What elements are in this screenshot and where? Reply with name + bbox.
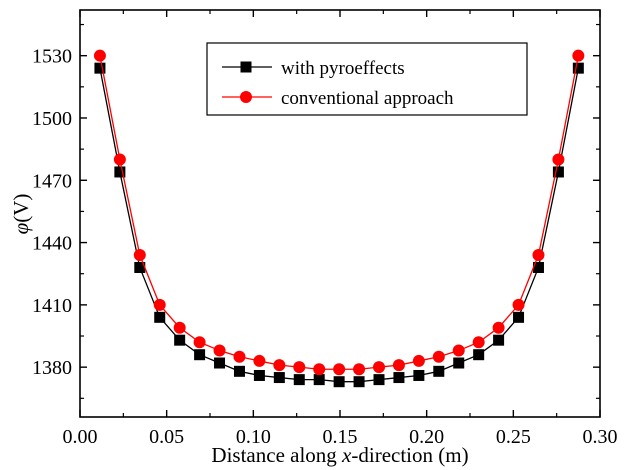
data-point-circle bbox=[233, 350, 246, 363]
y-tick-label: 1530 bbox=[32, 46, 72, 68]
x-tick-label: 0.05 bbox=[149, 426, 184, 448]
data-point-circle bbox=[532, 249, 545, 262]
legend-label-pyroeffects: with pyroeffects bbox=[281, 58, 405, 79]
data-point-square bbox=[154, 311, 166, 323]
data-point-circle bbox=[133, 249, 146, 262]
legend: with pyroeffects conventional approach bbox=[206, 42, 528, 116]
data-point-circle bbox=[153, 298, 166, 311]
data-point-square bbox=[114, 166, 126, 178]
data-point-square bbox=[493, 334, 505, 346]
legend-entry-pyroeffects: with pyroeffects bbox=[222, 58, 405, 79]
series-pyroeffects bbox=[94, 62, 584, 388]
axes-layer: 0.00 0.05 0.10 0.15 0.20 0.25 0.30 1380 1410 1440… bbox=[32, 10, 618, 448]
data-point-square bbox=[552, 166, 564, 178]
data-point-circle bbox=[333, 363, 346, 376]
legend-label-conventional: conventional approach bbox=[281, 88, 454, 109]
legend-marker-square bbox=[240, 61, 252, 73]
x-tick-label: 0.30 bbox=[583, 426, 618, 448]
data-point-square bbox=[433, 365, 445, 377]
data-point-square bbox=[214, 357, 226, 369]
data-point-square bbox=[572, 62, 584, 74]
y-tick-label: 1410 bbox=[32, 295, 72, 317]
legend-box bbox=[206, 42, 528, 116]
data-point-circle bbox=[512, 298, 525, 311]
data-point-circle bbox=[93, 49, 106, 62]
data-point-circle bbox=[253, 354, 266, 367]
data-point-square bbox=[413, 369, 425, 381]
x-tick-label: 0.20 bbox=[409, 426, 444, 448]
data-point-circle bbox=[293, 361, 306, 374]
x-tick-label: 0.15 bbox=[323, 426, 358, 448]
x-tick-label: 0.00 bbox=[63, 426, 98, 448]
series-conventional bbox=[93, 49, 585, 376]
data-point-square bbox=[194, 349, 206, 361]
data-point-circle bbox=[432, 350, 445, 363]
data-point-square bbox=[393, 372, 405, 384]
series-layer bbox=[93, 49, 585, 388]
data-point-square bbox=[253, 369, 265, 381]
data-point-circle bbox=[572, 49, 585, 62]
data-point-circle bbox=[552, 153, 565, 166]
data-point-circle bbox=[173, 321, 186, 334]
y-tick-label: 1440 bbox=[32, 233, 72, 255]
data-point-circle bbox=[113, 153, 126, 166]
data-point-circle bbox=[193, 336, 206, 349]
legend-entry-conventional: conventional approach bbox=[222, 88, 454, 109]
data-point-square bbox=[333, 376, 345, 388]
data-point-circle bbox=[213, 344, 226, 357]
x-tick-label: 0.10 bbox=[236, 426, 271, 448]
data-point-circle bbox=[412, 354, 425, 367]
legend-marker-circle bbox=[240, 91, 252, 103]
data-point-square bbox=[473, 349, 485, 361]
data-point-square bbox=[353, 376, 365, 388]
data-point-circle bbox=[373, 361, 385, 374]
y-tick-label: 1380 bbox=[32, 357, 72, 379]
y-axis-title: φ(V) bbox=[9, 194, 33, 235]
data-point-square bbox=[453, 357, 465, 369]
data-point-square bbox=[313, 374, 325, 386]
y-tick-label: 1470 bbox=[32, 170, 72, 192]
x-axis-title: Distance along x-direction (m) bbox=[211, 443, 468, 467]
data-point-square bbox=[532, 261, 544, 273]
data-point-circle bbox=[452, 344, 465, 357]
data-point-square bbox=[273, 372, 285, 384]
data-point-circle bbox=[273, 359, 286, 372]
data-point-circle bbox=[472, 336, 485, 349]
data-point-square bbox=[174, 334, 186, 346]
data-point-square bbox=[513, 311, 525, 323]
data-point-square bbox=[373, 374, 385, 386]
data-point-circle bbox=[353, 363, 366, 376]
x-tick-label: 0.25 bbox=[496, 426, 531, 448]
data-point-square bbox=[293, 374, 305, 386]
data-point-circle bbox=[313, 363, 326, 376]
data-point-circle bbox=[492, 321, 505, 334]
data-point-square bbox=[134, 261, 146, 273]
data-point-square bbox=[94, 62, 106, 74]
y-tick-label: 1500 bbox=[32, 108, 72, 130]
data-point-circle bbox=[392, 359, 405, 372]
data-point-square bbox=[233, 365, 245, 377]
